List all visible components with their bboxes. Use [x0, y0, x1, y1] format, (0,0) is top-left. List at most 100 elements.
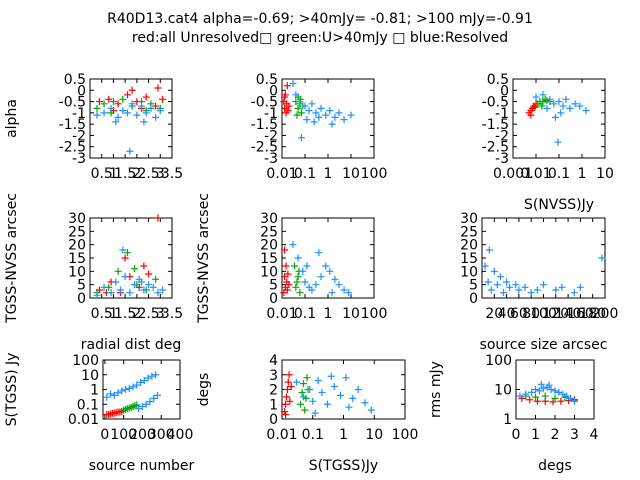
- data-point: [558, 283, 566, 291]
- data-point: [152, 102, 160, 110]
- data-point: [330, 383, 338, 391]
- data-point: [562, 95, 570, 103]
- data-point: [315, 249, 323, 257]
- data-point: [293, 278, 301, 286]
- series-red: [280, 371, 295, 419]
- series-green: [297, 374, 312, 414]
- series-red: [95, 84, 167, 115]
- data-point: [281, 246, 289, 254]
- data-point: [107, 104, 115, 112]
- data-point: [131, 265, 139, 273]
- data-point: [555, 98, 563, 106]
- x-tick-label: 1: [324, 166, 333, 182]
- series-red: [280, 82, 293, 117]
- data-point: [516, 392, 524, 400]
- y-tick-label: -2: [264, 128, 278, 144]
- x-tick-label: 100: [361, 306, 388, 322]
- data-point: [156, 107, 164, 115]
- y-tick-label: -1: [264, 106, 278, 122]
- data-point: [315, 113, 323, 121]
- series-blue: [93, 100, 164, 155]
- data-point: [308, 100, 316, 108]
- data-point: [342, 374, 350, 382]
- data-point: [294, 254, 302, 262]
- data-point: [296, 289, 304, 297]
- y-tick-label: 0: [77, 291, 86, 307]
- data-point: [140, 262, 148, 270]
- data-point: [93, 104, 101, 112]
- data-point: [138, 403, 146, 411]
- x-tick-label: 1: [109, 306, 118, 322]
- data-point: [328, 289, 336, 297]
- y-tick-label: 10: [81, 368, 99, 384]
- data-point: [317, 104, 325, 112]
- data-point: [563, 392, 571, 400]
- x-tick-label: 10: [596, 166, 614, 182]
- data-point: [114, 100, 122, 108]
- data-point: [280, 408, 288, 416]
- x-tick-label: 160: [567, 306, 594, 322]
- data-point: [152, 371, 160, 379]
- data-point: [552, 286, 560, 294]
- data-point: [159, 95, 167, 103]
- y-tick-label: -3: [264, 151, 278, 167]
- x-tick-label: 60: [510, 306, 528, 322]
- y-axis-label: TGSS-NVSS arcsec: [4, 193, 20, 324]
- data-point: [496, 273, 504, 281]
- data-point: [153, 391, 161, 399]
- data-point: [145, 281, 153, 289]
- data-point: [142, 109, 150, 117]
- data-point: [539, 91, 547, 99]
- y-tick-label: 5: [77, 278, 86, 294]
- data-point: [361, 399, 369, 407]
- data-point: [284, 107, 292, 115]
- data-point: [310, 118, 318, 126]
- y-tick-label: 1: [503, 412, 512, 428]
- data-point: [549, 398, 557, 406]
- data-point: [327, 372, 335, 380]
- y-tick-label: 30: [260, 211, 278, 227]
- data-point: [125, 384, 133, 392]
- x-tick-label: 200: [129, 427, 156, 443]
- x-axis-label: S(TGSS)Jy: [309, 458, 378, 474]
- data-point: [123, 249, 131, 257]
- data-point: [535, 387, 543, 395]
- data-point: [340, 116, 348, 124]
- data-point: [559, 102, 567, 110]
- series-blue: [289, 241, 353, 297]
- y-tick-label: -0.5: [59, 95, 86, 111]
- data-point: [546, 95, 554, 103]
- data-point: [129, 383, 137, 391]
- y-tick-label: -2.5: [251, 140, 278, 156]
- data-point: [118, 387, 126, 395]
- data-point: [326, 267, 334, 275]
- y-tick-label: 0.1: [77, 397, 99, 413]
- y-tick-label: 30: [460, 211, 478, 227]
- data-point: [95, 98, 103, 106]
- data-point: [537, 380, 545, 388]
- data-point: [551, 387, 559, 395]
- data-point: [484, 278, 492, 286]
- plot-frame: [89, 217, 173, 299]
- y-tick-label: -0.5: [482, 95, 509, 111]
- plot-frame: [89, 78, 173, 159]
- data-point: [126, 289, 134, 297]
- data-point: [345, 403, 353, 411]
- x-axis-label: source size arcsec: [480, 337, 608, 353]
- data-point: [571, 100, 579, 108]
- data-point: [152, 275, 160, 283]
- data-point: [133, 381, 141, 389]
- y-tick-label: 5: [269, 278, 278, 294]
- data-point: [331, 113, 339, 121]
- data-point: [105, 95, 113, 103]
- y-tick-label: 0: [500, 83, 509, 99]
- data-point: [281, 93, 289, 101]
- y-tick-label: -3: [495, 151, 509, 167]
- data-point: [147, 104, 155, 112]
- data-point: [154, 289, 162, 297]
- data-point: [528, 388, 536, 396]
- x-tick-label: 1: [339, 427, 348, 443]
- data-point: [503, 278, 511, 286]
